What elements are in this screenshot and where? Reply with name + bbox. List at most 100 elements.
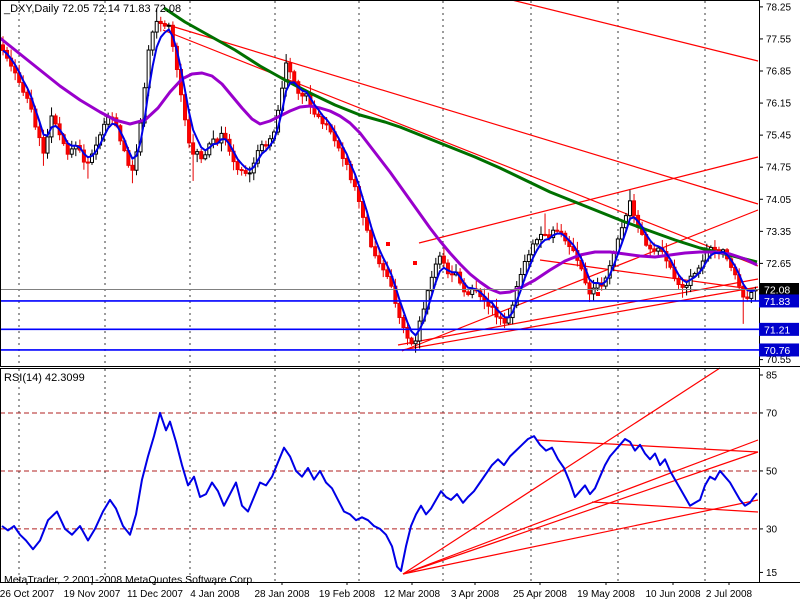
candle-body bbox=[162, 23, 167, 27]
candle-body bbox=[25, 91, 30, 99]
price-tick-label: 77.55 bbox=[766, 34, 791, 45]
candle-body bbox=[1, 44, 5, 51]
candle-body bbox=[413, 340, 418, 345]
price-label-box bbox=[759, 283, 799, 297]
trendline[interactable] bbox=[511, 0, 759, 62]
rsi-trendline[interactable] bbox=[402, 439, 759, 575]
rsi-pane-border bbox=[0, 368, 760, 583]
candle-body bbox=[292, 71, 297, 83]
candle-body bbox=[627, 200, 632, 217]
candle-body bbox=[41, 137, 46, 154]
candle-body bbox=[445, 262, 450, 275]
date-label: 10 Jun 2008 bbox=[645, 589, 700, 600]
date-label: 11 Dec 2007 bbox=[127, 589, 183, 600]
candle-body bbox=[401, 316, 406, 329]
candle-body bbox=[377, 255, 382, 265]
date-label: 19 May 2008 bbox=[577, 589, 635, 600]
grid-layer bbox=[0, 1, 759, 581]
date-label: 19 Nov 2007 bbox=[64, 589, 121, 600]
candle-body bbox=[166, 24, 171, 27]
candle-body bbox=[263, 144, 268, 147]
symbol-title: _DXY,Daily 72.05 72.14 71.83 72.08 bbox=[3, 3, 181, 15]
candle-body bbox=[89, 153, 94, 163]
candle-body bbox=[130, 164, 135, 171]
candle-body bbox=[69, 148, 74, 155]
date-label: 19 Feb 2008 bbox=[319, 589, 376, 600]
price-tick-label: 78.25 bbox=[766, 2, 791, 13]
candle-body bbox=[154, 20, 159, 33]
rsi-trendline[interactable] bbox=[402, 499, 759, 575]
trendline[interactable] bbox=[397, 278, 759, 346]
trendline[interactable] bbox=[162, 29, 759, 267]
candle-body bbox=[300, 92, 305, 97]
candle-body bbox=[247, 172, 252, 175]
candle-body bbox=[676, 277, 681, 285]
trendline[interactable] bbox=[401, 286, 759, 351]
candle-body bbox=[587, 282, 592, 295]
candle-body bbox=[684, 284, 689, 288]
candle-body bbox=[316, 113, 321, 118]
candle-body bbox=[45, 136, 50, 154]
rsi-trendline[interactable] bbox=[402, 451, 759, 575]
rsi-trendline[interactable] bbox=[402, 367, 721, 575]
candle-body bbox=[749, 291, 754, 299]
candle-body bbox=[712, 246, 717, 251]
rsi-trendline[interactable] bbox=[535, 439, 759, 453]
candle-body bbox=[656, 247, 661, 252]
date-label: 28 Jan 2008 bbox=[254, 589, 309, 600]
candle-body bbox=[158, 20, 163, 25]
rsi-trendline[interactable] bbox=[591, 501, 759, 513]
arrow-marker[interactable] bbox=[386, 242, 390, 246]
candle-body bbox=[134, 151, 139, 171]
price-tick-label: 75.45 bbox=[766, 131, 791, 142]
trendline[interactable] bbox=[539, 259, 759, 291]
candle-body bbox=[85, 161, 90, 164]
candle-body bbox=[632, 200, 637, 216]
price-label-text: 71.21 bbox=[764, 324, 790, 336]
candle-body bbox=[191, 142, 196, 155]
candle-body bbox=[526, 254, 531, 262]
candle-body bbox=[405, 327, 410, 339]
rsi-tick-label: 85 bbox=[766, 371, 778, 382]
price-label-box bbox=[759, 322, 799, 336]
trendline[interactable] bbox=[401, 209, 759, 352]
candle-body bbox=[243, 170, 248, 174]
candle-body bbox=[365, 216, 370, 231]
candle-body bbox=[397, 302, 402, 318]
price-tick-label: 72.65 bbox=[766, 259, 791, 270]
candle-body bbox=[409, 337, 414, 345]
rsi-tick-label: 50 bbox=[766, 466, 778, 477]
candle-body bbox=[555, 229, 560, 232]
candle-body bbox=[324, 123, 329, 126]
candle-body bbox=[284, 62, 289, 89]
series-layer bbox=[0, 6, 759, 572]
rsi-tick-label: 30 bbox=[766, 524, 778, 535]
arrow-marker[interactable] bbox=[413, 261, 417, 265]
slow-ma-line bbox=[163, 6, 758, 264]
trendline[interactable] bbox=[418, 156, 759, 244]
price-tick-label: 76.85 bbox=[766, 67, 791, 78]
candle-body bbox=[652, 248, 657, 252]
candle-body bbox=[619, 227, 624, 240]
arrow-marker[interactable] bbox=[596, 292, 600, 296]
candle-body bbox=[385, 269, 390, 277]
price-label-text: 71.83 bbox=[764, 296, 790, 308]
price-tick-label: 70.55 bbox=[766, 355, 791, 366]
candle-body bbox=[745, 296, 750, 299]
candle-body bbox=[352, 179, 357, 188]
rsi-indicator-label: RSI(14) 42.3099 bbox=[4, 372, 85, 384]
candle-body bbox=[741, 285, 746, 298]
price-tick-label: 74.75 bbox=[766, 163, 791, 174]
candle-body bbox=[680, 283, 685, 288]
candle-body bbox=[65, 143, 70, 155]
candle-body bbox=[522, 260, 527, 275]
price-label-text: 72.08 bbox=[764, 285, 790, 297]
date-label: 26 Oct 2007 bbox=[0, 589, 55, 600]
candle-body bbox=[219, 132, 224, 144]
fast-ma-line bbox=[2, 28, 756, 337]
trendline[interactable] bbox=[157, 21, 759, 205]
price-label-text: 70.76 bbox=[764, 345, 790, 357]
